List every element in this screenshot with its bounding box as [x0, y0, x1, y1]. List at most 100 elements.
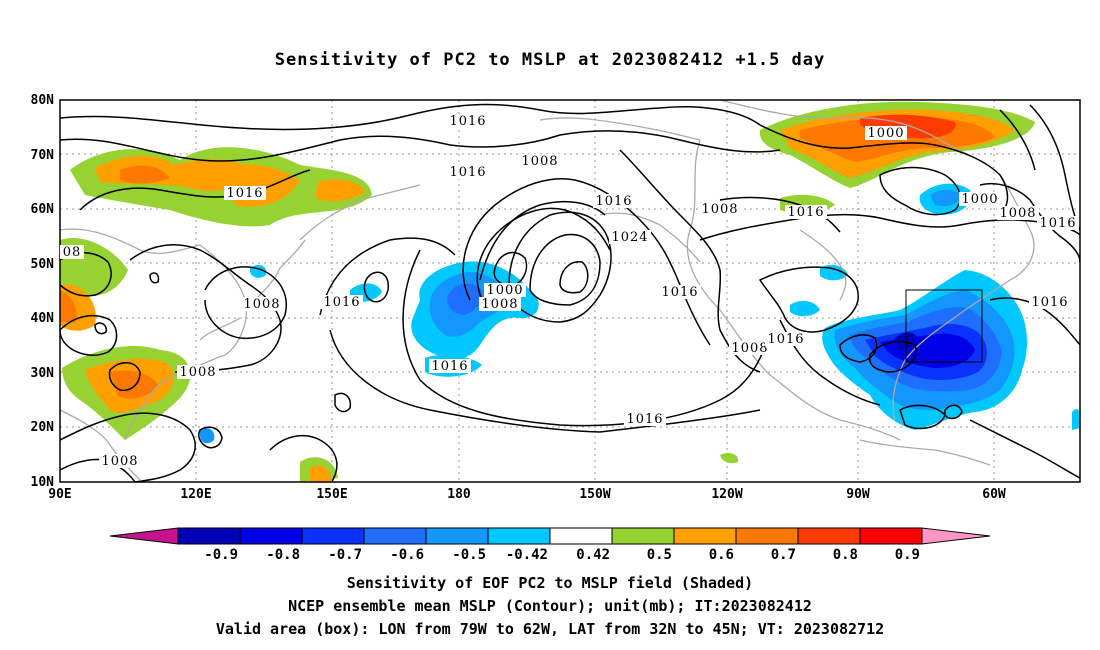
contour-label: 1016: [449, 114, 486, 129]
caption-line-1: Sensitivity of EOF PC2 to MSLP field (Sh…: [346, 574, 754, 592]
contour-label-bg: [699, 202, 741, 216]
contour-label: 1016: [1039, 216, 1076, 231]
contour-label-bg: [519, 154, 561, 168]
colorbar-segment: [735, 527, 799, 545]
colorbar-segment: [487, 527, 551, 545]
colorbar-segment: [611, 527, 675, 545]
contour-label: 1008: [243, 297, 280, 312]
contour-label: 08: [63, 245, 82, 260]
contour-label: 1016: [226, 186, 263, 201]
valid-area-box: [905, 289, 983, 363]
colorbar-segment: [239, 527, 303, 545]
colorbar-labels: -0.9 -0.8 -0.7 -0.6 -0.5 -0.42 0.42 0.5 0.6 0.7 0.…: [204, 547, 920, 563]
contour-label: 1016: [787, 205, 824, 220]
contour-label: 1016: [767, 332, 804, 347]
colorbar-segment: [301, 527, 365, 545]
contour-label-bg: [609, 230, 651, 244]
contour-label-bg: [729, 341, 771, 355]
colorbar-low-arrow: [109, 527, 179, 545]
contour-label-bg: [959, 192, 1001, 206]
contour-label: 1008: [179, 365, 216, 380]
contour-label-bg: [765, 332, 807, 346]
contour-label: 1008: [481, 297, 518, 312]
lat-label: 60N: [31, 202, 55, 217]
colorbar-tick-label: 0.6: [709, 547, 734, 563]
longitude-labels: 90E 120E 150E 180 150W 120W 90W 60W: [48, 487, 1006, 502]
colorbar-tick-label: 0.42: [576, 547, 610, 563]
colorbar: [109, 527, 991, 545]
latitude-labels: 80N 70N 60N 50N 40N 30N 20N 10N: [31, 93, 55, 490]
colorbar-segment: [549, 527, 613, 545]
contour-labels: 1016101610081016100010001008101610161024…: [60, 114, 1079, 469]
contour-label-bg: [241, 297, 283, 311]
contour-label-bg: [1029, 295, 1071, 309]
contour-label-bg: [224, 186, 266, 200]
contour-label: 1016: [431, 359, 468, 374]
lon-label: 120W: [711, 487, 742, 502]
contour-label: 1000: [867, 126, 904, 141]
lat-label: 10N: [31, 475, 55, 490]
colorbar-tick-label: 0.5: [647, 547, 672, 563]
contour-label: 1008: [999, 206, 1036, 221]
contour-label-bg: [997, 206, 1039, 220]
contour-label: 1016: [323, 295, 360, 310]
lat-label: 20N: [31, 420, 55, 435]
lon-label: 90E: [48, 487, 71, 502]
contour-label-bg: [865, 126, 907, 140]
contour-label-bg: [447, 114, 489, 128]
map-title: Sensitivity of PC2 to MSLP at 2023082412…: [274, 50, 826, 70]
colorbar-tick-label: -0.7: [328, 547, 362, 563]
contour-label: 1000: [961, 192, 998, 207]
contour-label: 1008: [101, 454, 138, 469]
lat-label: 70N: [31, 148, 55, 163]
map-plot: 1016101610081016100010001008101610161024…: [31, 93, 1081, 563]
lon-label: 60W: [982, 487, 1006, 502]
colorbar-tick-label: 0.8: [833, 547, 858, 563]
contour-label-bg: [321, 295, 363, 309]
colorbar-tick-label: -0.9: [204, 547, 238, 563]
lat-label: 50N: [31, 257, 55, 272]
lon-label: 150W: [579, 487, 610, 502]
lon-label: 120E: [180, 487, 211, 502]
contour-label-bg: [479, 297, 521, 311]
caption-line-2: NCEP ensemble mean MSLP (Contour); unit(…: [288, 597, 812, 615]
contour-label-bg: [593, 194, 635, 208]
colorbar-tick-label: -0.5: [452, 547, 486, 563]
mslp-contours: [60, 103, 1080, 482]
plot-frame: [59, 99, 1081, 483]
contour-label-bg: [177, 365, 219, 379]
contour-label: 1008: [521, 154, 558, 169]
colorbar-segment: [859, 527, 923, 545]
caption-line-3: Valid area (box): LON from 79W to 62W, L…: [215, 620, 885, 638]
lon-label: 90W: [846, 487, 870, 502]
contour-label-bg: [785, 205, 827, 219]
contour-label-bg: [429, 359, 471, 373]
contour-label: 1016: [661, 285, 698, 300]
contour-label: 1000: [486, 283, 523, 298]
contour-label: 1024: [611, 230, 648, 245]
colorbar-segment: [177, 527, 241, 545]
contour-label: 1008: [731, 341, 768, 356]
contour-label-bg: [659, 285, 701, 299]
contour-label: 1016: [1031, 295, 1068, 310]
colorbar-tick-label: 0.9: [895, 547, 920, 563]
contour-label: 1016: [449, 165, 486, 180]
contour-label-bg: [447, 165, 489, 179]
colorbar-tick-label: 0.7: [771, 547, 796, 563]
colorbar-segment: [363, 527, 427, 545]
colorbar-segment: [673, 527, 737, 545]
lat-label: 30N: [31, 366, 55, 381]
contour-label: 1008: [701, 202, 738, 217]
lat-label: 40N: [31, 311, 55, 326]
colorbar-segment: [425, 527, 489, 545]
contour-label-bg: [624, 412, 666, 426]
contour-label-bg: [60, 245, 84, 259]
contour-label-bg: [1037, 216, 1079, 230]
contour-label: 1016: [595, 194, 632, 209]
shaded-negative: [200, 183, 1080, 444]
colorbar-tick-label: -0.6: [390, 547, 424, 563]
contour-label-bg: [99, 454, 141, 468]
contour-label-bg: [484, 283, 526, 297]
contour-label: 1016: [626, 412, 663, 427]
colorbar-segment: [797, 527, 861, 545]
